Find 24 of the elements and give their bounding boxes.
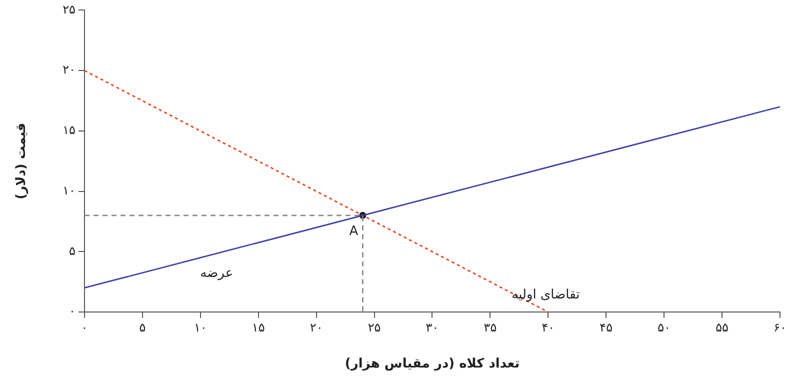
x-tick-label: ۳۵: [484, 320, 497, 334]
x-tick-label: ۵: [139, 320, 146, 334]
x-tick-label: ۴۵: [600, 320, 613, 334]
x-tick-label: ۱۵: [252, 320, 265, 334]
x-tick-label: ۵۰: [658, 320, 671, 334]
x-tick-label: ۲۵: [368, 320, 381, 334]
y-tick-label: ۱۰: [62, 183, 76, 198]
x-tick-label: ۴۰: [542, 320, 555, 334]
annotation: A: [349, 224, 358, 239]
x-tick-label: ۵۵: [716, 320, 728, 334]
y-tick-label: ۲۰: [62, 62, 76, 77]
series-label: عرضه: [200, 266, 234, 281]
y-tick-label: ۵: [69, 244, 76, 258]
x-tick-label: ۲۰: [310, 320, 323, 334]
x-tick-label: ۱۰: [194, 320, 207, 334]
y-axis-title: قیمت (دلار): [14, 122, 30, 200]
y-tick-label: ۰: [69, 304, 76, 318]
x-tick-label: ۳۰: [426, 320, 439, 334]
y-tick-label: ۲۵: [62, 2, 76, 16]
x-tick-label: ۶۰: [774, 320, 786, 334]
x-tick-label: ۰: [81, 320, 88, 334]
series-label: تقاضای اولیه: [512, 287, 580, 302]
y-tick-label: ۱۵: [62, 123, 76, 138]
x-axis-title: تعداد کلاه (در مقیاس هزار): [344, 356, 520, 372]
